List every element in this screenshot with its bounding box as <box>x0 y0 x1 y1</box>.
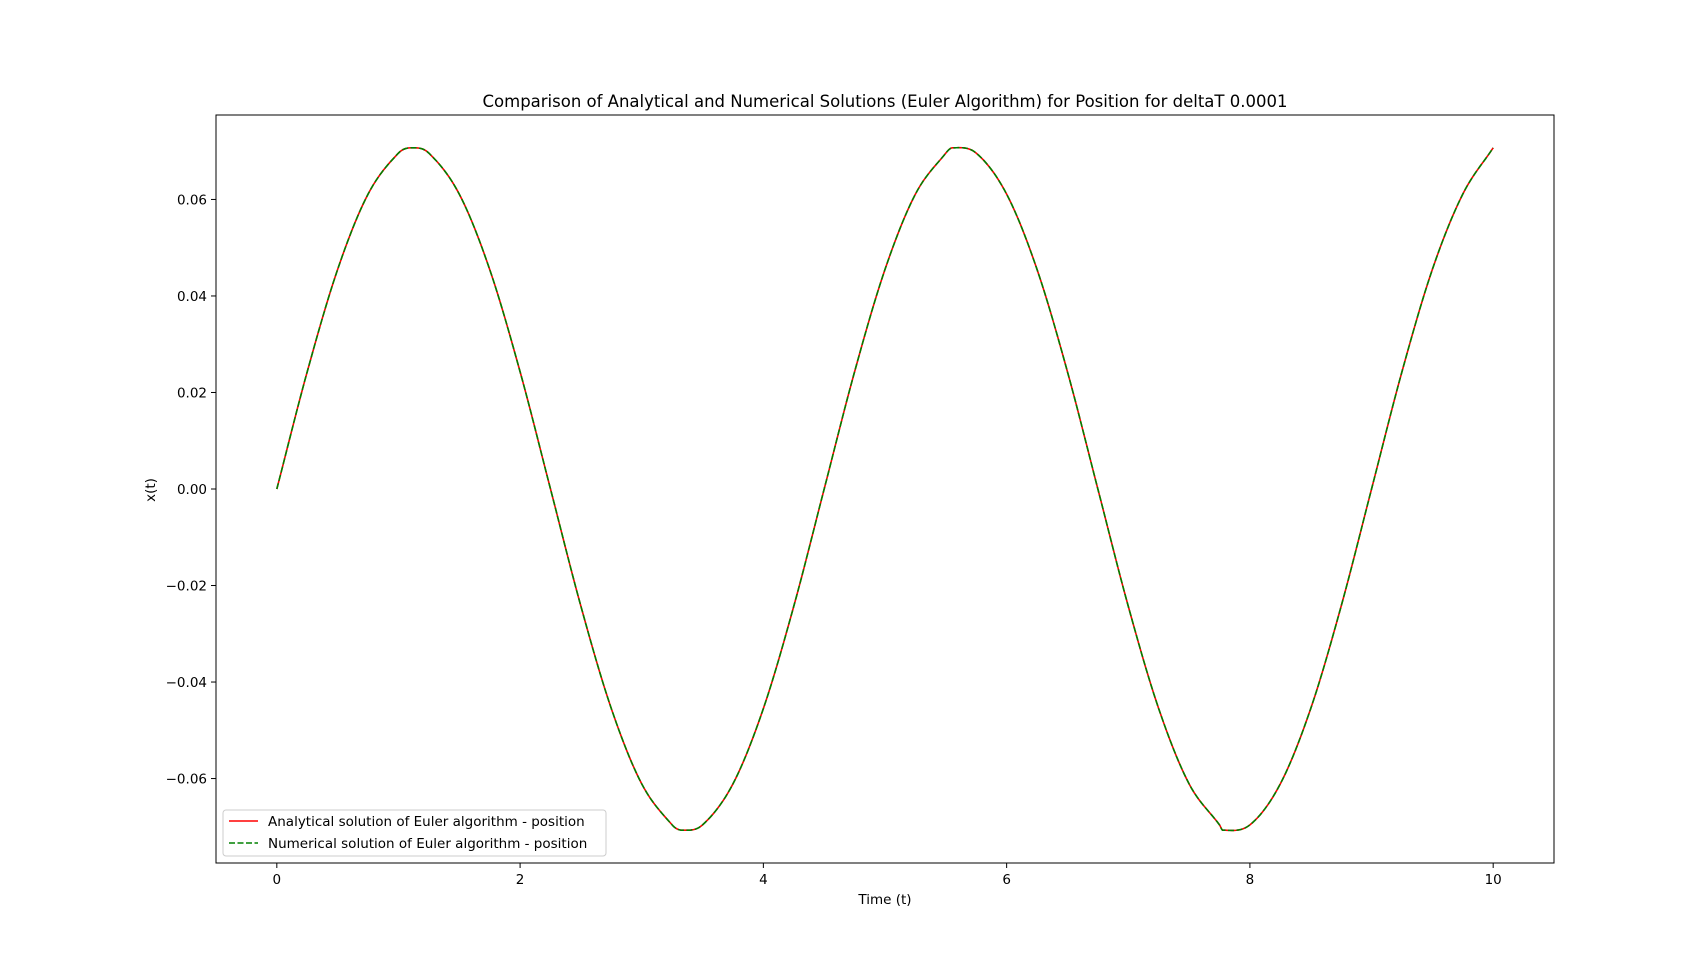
y-axis-label: x(t) <box>143 478 159 502</box>
y-tick-label: 0.02 <box>177 385 207 401</box>
series-layer <box>276 146 1494 832</box>
x-tick-label: 2 <box>516 872 525 888</box>
plot-frame <box>215 114 1555 864</box>
x-axis-label: Time (t) <box>857 892 911 908</box>
series-line-numerical <box>276 146 1494 832</box>
legend-box <box>222 809 607 857</box>
y-tick-label: 0.06 <box>177 192 207 208</box>
y-tick-label: 0.00 <box>177 482 207 498</box>
x-tick-label: 6 <box>1002 872 1011 888</box>
y-tick-label: −0.02 <box>166 579 207 595</box>
x-tick-label: 0 <box>273 872 282 888</box>
legend-label-analytical: Analytical solution of Euler algorithm -… <box>268 814 585 830</box>
legend: Analytical solution of Euler algorithm -… <box>222 809 607 857</box>
x-tick-label: 4 <box>759 872 768 888</box>
y-tick-label: 0.04 <box>177 289 207 305</box>
legend-label-numerical: Numerical solution of Euler algorithm - … <box>268 836 587 852</box>
x-axis: 0 2 4 6 8 10 <box>273 863 1502 888</box>
y-tick-label: −0.06 <box>166 772 207 788</box>
y-tick-label: −0.04 <box>166 675 207 691</box>
x-tick-label: 8 <box>1246 872 1255 888</box>
chart-title: Comparison of Analytical and Numerical S… <box>483 92 1288 111</box>
series-line-analytical <box>276 146 1494 832</box>
x-tick-label: 10 <box>1485 872 1502 888</box>
y-axis: −0.06 −0.04 −0.02 0.00 0.02 0.04 0.06 <box>166 192 216 788</box>
